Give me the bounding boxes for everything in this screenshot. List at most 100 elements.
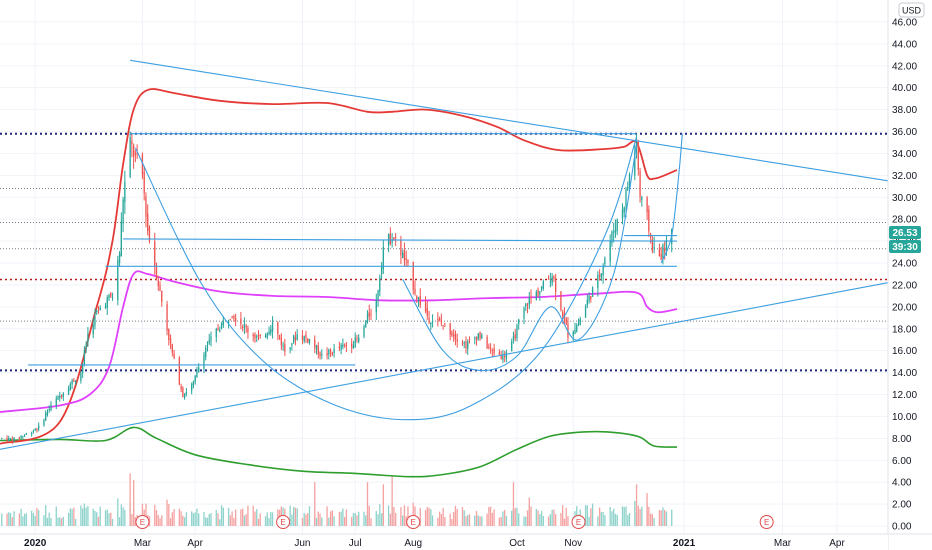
volume-bar — [567, 516, 569, 526]
volume-spike-bar — [528, 497, 530, 526]
candle-body — [231, 316, 233, 318]
candle-body — [463, 342, 465, 344]
candle-body — [326, 353, 328, 356]
time-axis-labels: 2020 Mar Apr Jun Jul Aug Oct Nov 2021 Mar Apr — [24, 538, 845, 549]
volume-bar — [358, 511, 360, 526]
volume-bar — [563, 518, 566, 526]
candle-body — [85, 344, 87, 349]
volume-bar — [523, 516, 525, 526]
candle-body — [394, 236, 397, 239]
volume-bar — [148, 516, 151, 526]
volume-bar — [159, 518, 161, 526]
candle-body — [301, 335, 304, 340]
volume-spike-bar — [132, 479, 135, 526]
volume-bar — [131, 514, 133, 526]
candle-body — [289, 347, 291, 350]
volume-bar — [611, 511, 613, 526]
volume-bar — [394, 512, 397, 526]
volume-bar — [69, 508, 71, 526]
candle-body — [11, 439, 13, 442]
volume-bar — [25, 513, 28, 526]
candle-body — [30, 433, 33, 435]
price-axis-panel[interactable] — [888, 0, 932, 526]
x-tick-label: Jul — [349, 538, 362, 549]
candle-body — [333, 348, 335, 354]
candle-body — [528, 297, 530, 305]
volume-bar — [449, 513, 451, 526]
volume-bar — [400, 507, 402, 526]
candle-body — [627, 186, 629, 190]
candle-body — [240, 318, 242, 325]
earnings-marker[interactable] — [571, 515, 586, 529]
candle-body — [264, 335, 267, 337]
candle-body — [412, 261, 414, 290]
trend-drawings[interactable] — [0, 59, 889, 450]
candle-body — [92, 324, 94, 335]
y-tick-label: 28.00 — [892, 215, 917, 226]
countdown-badge — [889, 240, 921, 253]
volume-bar — [8, 512, 10, 526]
volume-bar — [191, 511, 193, 526]
curve-drawing[interactable] — [660, 133, 683, 264]
volume-bar — [444, 516, 446, 526]
time-axis-panel[interactable] — [0, 534, 888, 550]
candle-body — [438, 318, 441, 321]
candle-body — [227, 319, 230, 323]
volume-bar — [389, 513, 392, 526]
candle-body — [205, 347, 207, 357]
volume-bar — [600, 512, 603, 526]
volume-bar — [180, 511, 182, 526]
volume-bar — [252, 505, 254, 526]
volume-bar — [305, 514, 307, 526]
volume-bar — [301, 517, 304, 526]
earnings-marker[interactable] — [759, 515, 774, 529]
candle-body — [598, 275, 601, 277]
candle-body — [500, 356, 502, 359]
volume-bar — [154, 504, 156, 526]
volume-bar — [479, 516, 481, 526]
candle-body — [525, 303, 527, 306]
volume-bar — [393, 507, 395, 526]
candle-body — [539, 291, 541, 294]
volume-bar — [493, 509, 495, 526]
candle-body — [444, 323, 446, 325]
y-tick-label: 42.00 — [892, 61, 917, 72]
candle-body — [488, 346, 490, 349]
x-tick-label: Aug — [404, 538, 422, 549]
x-tick-label: 2021 — [673, 538, 696, 549]
volume-bar — [122, 507, 124, 526]
candle-body — [122, 199, 124, 224]
candle-body — [549, 281, 552, 283]
volume-bar — [234, 509, 237, 526]
volume-bar — [227, 507, 230, 526]
volume-bar — [597, 516, 599, 526]
volume-bar — [542, 515, 545, 526]
volume-bar — [500, 516, 502, 526]
earnings-marker[interactable] — [276, 515, 291, 529]
candle-body — [456, 339, 458, 342]
volume-bar — [498, 517, 501, 526]
volume-bar — [352, 513, 355, 526]
candle-body — [442, 325, 444, 327]
earnings-marker[interactable] — [406, 515, 421, 529]
candle-body — [97, 307, 100, 309]
volume-bar — [407, 506, 409, 526]
candle-body — [405, 258, 407, 260]
earnings-marker[interactable] — [135, 515, 150, 529]
curve-drawing[interactable] — [134, 136, 638, 421]
candle-body — [87, 333, 89, 343]
curve-drawing[interactable] — [402, 144, 638, 372]
volume-bar — [62, 516, 64, 526]
candle-body — [45, 413, 47, 421]
earnings-marker-label: E — [140, 518, 145, 527]
candle-body — [662, 244, 664, 259]
currency-box[interactable] — [898, 2, 925, 18]
volume-bar — [405, 516, 407, 526]
candle-body — [96, 310, 98, 313]
volume-bar — [120, 504, 122, 526]
candle-body — [591, 287, 594, 297]
y-tick-label: 2.00 — [892, 500, 912, 511]
volume-bar — [215, 510, 217, 526]
